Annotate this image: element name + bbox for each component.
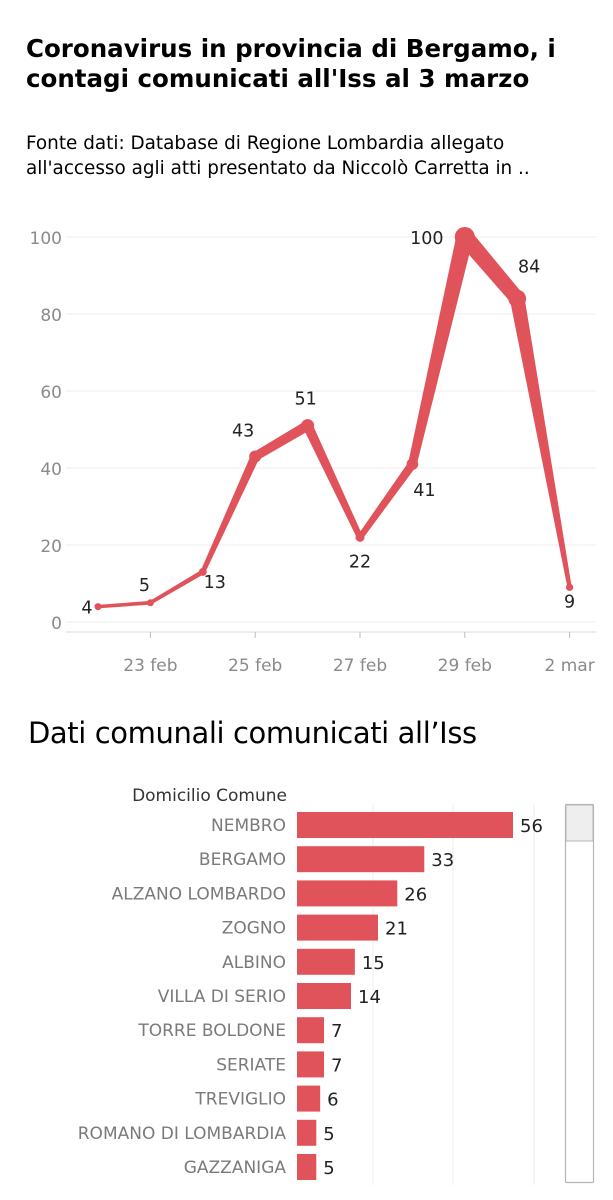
data-point[interactable] [355,532,365,542]
line-segment [149,569,205,605]
data-point[interactable] [508,289,527,308]
category-label: ROMANO DI LOMBARDIA [78,1124,287,1144]
data-label: 5 [139,576,150,596]
bar[interactable] [297,1119,317,1146]
line-chart: 0 20 40 60 80 100 23 feb 25 feb 27 feb 29 feb 2 ma… [30,227,596,676]
line-segment [97,600,151,609]
bar[interactable] [297,880,398,907]
line-segment [303,423,363,539]
bar-value-label: 26 [404,884,427,905]
bar-value-label: 6 [327,1090,338,1111]
category-label: GAZZANIGA [184,1158,287,1178]
x-tick-label: 29 feb [438,656,492,676]
bar[interactable] [297,948,355,975]
data-label: 4 [81,599,92,619]
bar-value-label: 5 [323,1158,334,1179]
bar-value-label: 15 [362,953,385,974]
category-label: BERGAMO [199,850,286,870]
bar-value-label: 14 [358,987,381,1008]
data-label: 51 [294,390,316,410]
category-label: TREVIGLIO [194,1090,286,1110]
line-segment [458,231,523,304]
bar[interactable] [297,1017,324,1044]
bar-value-label: 7 [331,1021,342,1042]
category-label: NEMBRO [211,816,286,836]
data-point[interactable] [565,583,574,591]
y-tick-label: 80 [40,306,62,326]
category-label: ALBINO [222,953,286,973]
category-label: TORRE BOLDONE [137,1021,286,1041]
line-segment [200,454,260,573]
x-tick-label: 27 feb [333,656,387,676]
data-label: 100 [410,229,443,249]
line-segment [408,235,474,466]
chart-subtitle: Fonte dati: Database di Regione Lombardi… [26,133,530,179]
bar[interactable] [297,846,425,873]
y-tick-label: 60 [40,383,62,403]
data-label: 41 [413,481,435,501]
y-tick-label: 20 [40,537,62,557]
bar[interactable] [297,1051,324,1078]
data-label: 22 [349,552,371,572]
bar-chart-title: Dati comunali comunicati all’Iss [28,716,477,750]
data-label: 43 [232,421,254,441]
x-tick-label: 2 mar [545,656,595,676]
scrollbar-thumb[interactable] [565,804,594,842]
category-label: ZOGNO [222,919,286,939]
data-point[interactable] [406,458,419,471]
data-label: 13 [204,573,226,593]
line-segment [509,297,572,588]
data-point[interactable] [198,568,207,576]
data-point[interactable] [454,227,475,247]
bar-value-label: 56 [520,816,543,837]
bar-value-label: 21 [385,919,408,940]
chart-title: Coronavirus in provincia di Bergamo, i c… [26,34,556,93]
category-label: ALZANO LOMBARDO [112,884,286,904]
line-segment [357,461,416,540]
bar[interactable] [297,983,351,1009]
category-header: Domicilio Comune [132,786,287,806]
data-label: 84 [518,258,540,278]
bar-value-label: 7 [331,1055,342,1076]
line-segment [252,421,311,461]
bar[interactable] [297,1154,317,1180]
bar-value-label: 5 [323,1124,334,1145]
x-tick-label: 23 feb [123,656,177,676]
data-point[interactable] [249,450,262,463]
bar[interactable] [297,1085,321,1112]
y-tick-label: 40 [40,460,62,480]
data-point[interactable] [301,419,315,433]
data-point[interactable] [146,599,154,607]
x-tick-label: 25 feb [228,656,282,676]
bar-value-label: 33 [431,850,454,871]
bar[interactable] [297,812,513,838]
category-label: VILLA DI SERIO [158,987,286,1007]
data-label: 9 [564,592,575,612]
scrollbar-track[interactable] [564,803,595,1184]
category-label: SERIATE [216,1055,286,1075]
bar[interactable] [297,914,378,941]
y-tick-label: 0 [51,614,62,634]
data-point[interactable] [94,603,102,611]
y-tick-label: 100 [30,229,62,249]
